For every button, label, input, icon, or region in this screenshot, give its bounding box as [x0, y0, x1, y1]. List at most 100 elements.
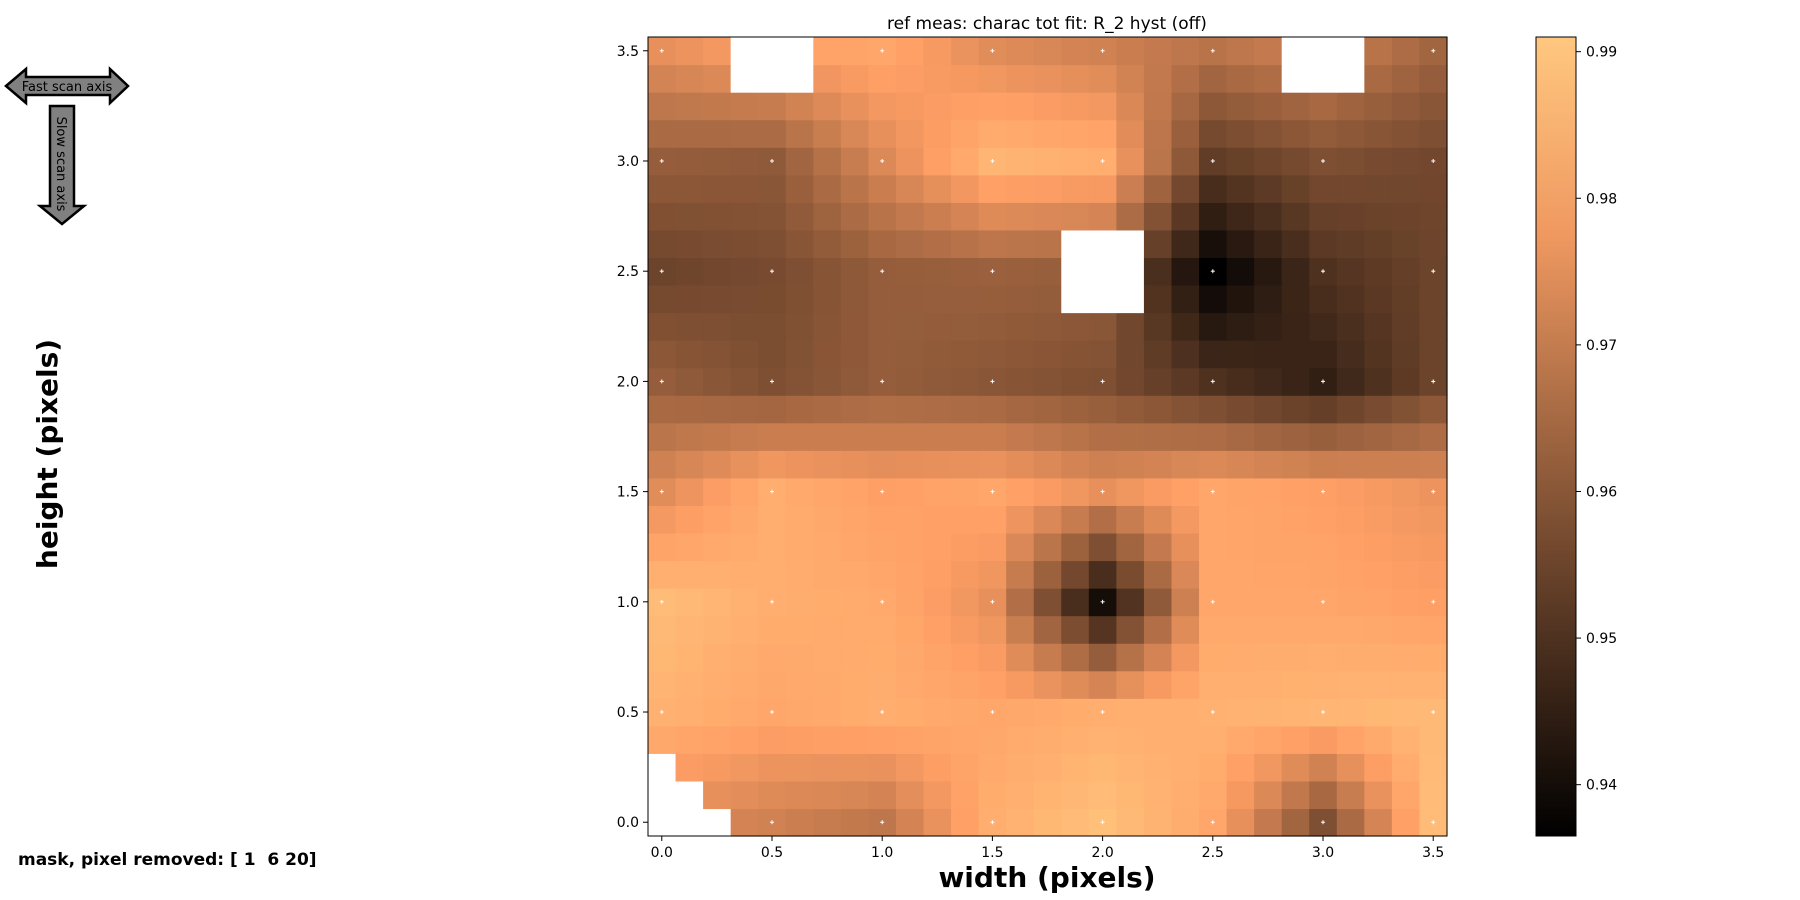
heatmap-cell: [895, 174, 925, 203]
heatmap-cell: [1391, 560, 1421, 589]
heatmap-cell: [1309, 92, 1338, 121]
heatmap-cell: [1061, 615, 1090, 644]
heatmap-cell: [730, 532, 759, 562]
heatmap-cell: [675, 450, 704, 479]
heatmap-cell: [1006, 284, 1035, 314]
heatmap-cell: [1419, 284, 1448, 314]
heatmap-cell: [648, 92, 677, 121]
heatmap-cell: [1391, 367, 1421, 396]
heatmap-cell: [730, 450, 759, 479]
heatmap-cell: [730, 753, 759, 782]
heatmap-cell: [1336, 422, 1365, 451]
heatmap-cell: [1061, 560, 1090, 589]
heatmap-cell: [951, 312, 980, 341]
heatmap-cell: [703, 615, 732, 644]
heatmap-cell: [1364, 670, 1393, 699]
heatmap-cell: [758, 229, 787, 259]
heatmap-cell: [785, 698, 814, 727]
heatmap-cell: [730, 560, 759, 589]
heatmap-cell: [1199, 505, 1228, 534]
heatmap-cell: [1336, 257, 1365, 286]
heatmap-cell: [1116, 532, 1145, 562]
heatmap-cell: [813, 643, 842, 672]
heatmap-cell: [1033, 615, 1062, 644]
heatmap-cell: [1143, 698, 1173, 727]
heatmap-cell: [675, 698, 704, 727]
grid-marker: [1321, 48, 1326, 53]
heatmap-cell: [1226, 450, 1255, 479]
heatmap-cell: [951, 532, 980, 562]
heatmap-cell: [923, 780, 952, 810]
heatmap-cell: [951, 340, 980, 369]
grid-marker: [990, 820, 995, 825]
heatmap-cell: [1116, 202, 1145, 231]
heatmap-cell: [1033, 588, 1062, 617]
grid-marker: [1210, 269, 1215, 274]
heatmap-cell: [895, 532, 925, 562]
heatmap-cell: [1336, 808, 1365, 837]
heatmap-cell: [648, 450, 677, 479]
heatmap-cell: [730, 395, 759, 424]
heatmap-cell: [1254, 202, 1283, 231]
heatmap-cell: [1281, 147, 1310, 176]
heatmap-cell: [840, 284, 870, 314]
heatmap-cell: [1006, 395, 1035, 424]
heatmap-cell: [1281, 312, 1310, 341]
heatmap-cell: [923, 312, 952, 341]
heatmap-cell: [923, 450, 952, 479]
heatmap-cell: [1364, 560, 1393, 589]
heatmap-cell: [703, 780, 732, 810]
heatmap-cell: [1226, 229, 1255, 259]
heatmap-cell: [923, 808, 952, 837]
heatmap-cell: [813, 808, 842, 837]
heatmap-cell: [1088, 643, 1117, 672]
heatmap-cell: [895, 477, 925, 506]
heatmap-cell: [840, 64, 870, 93]
colorbar-ticks: 0.94 0.95 0.96 0.97 0.98 0.99: [1576, 45, 1617, 794]
heatmap-cell: [648, 505, 677, 534]
heatmap-cell: [675, 670, 704, 699]
heatmap-cell: [1116, 643, 1145, 672]
heatmap-cell: [648, 229, 677, 259]
heatmap-cell: [1419, 422, 1448, 451]
heatmap-cell: [1171, 312, 1200, 341]
heatmap-cell: [951, 229, 980, 259]
heatmap-cell: [703, 725, 732, 754]
heatmap-cell: [1281, 505, 1310, 534]
heatmap-cell: [703, 698, 732, 727]
heatmap-cell: [1364, 422, 1393, 451]
heatmap-cell: [730, 340, 759, 369]
heatmap-cell: [1281, 340, 1310, 369]
heatmap-cell: [675, 312, 704, 341]
heatmap-cell: [675, 147, 704, 176]
heatmap-cell: [703, 340, 732, 369]
fast-scan-arrow: Fast scan axis: [4, 66, 130, 106]
heatmap-cell: [868, 450, 897, 479]
heatmap-cell: [868, 422, 897, 451]
grid-marker: [1431, 379, 1436, 384]
heatmap-cell: [895, 312, 925, 341]
heatmap-cell: [1254, 477, 1283, 506]
heatmap-cell: [1391, 92, 1421, 121]
heatmap-cell: [951, 367, 980, 396]
heatmap-cell: [730, 174, 759, 203]
heatmap-cell: [785, 119, 814, 148]
heatmap-cell: [895, 422, 925, 451]
heatmap-cell: [923, 367, 952, 396]
heatmap-cell: [923, 202, 952, 231]
grid-marker: [1431, 599, 1436, 604]
heatmap-cell: [1364, 753, 1393, 782]
heatmap-cell: [840, 780, 870, 810]
heatmap-cell: [923, 643, 952, 672]
heatmap-cell: [1391, 340, 1421, 369]
heatmap-cell: [1171, 284, 1200, 314]
heatmap-cell: [868, 670, 897, 699]
heatmap-cell: [1254, 367, 1283, 396]
heatmap-cell: [840, 725, 870, 754]
x-tick-label: 3.0: [1312, 845, 1334, 861]
heatmap-cell: [1088, 753, 1117, 782]
grid-marker: [1321, 158, 1326, 163]
heatmap-cell: [785, 450, 814, 479]
heatmap-cell: [978, 532, 1007, 562]
heatmap-cell: [1143, 477, 1173, 506]
